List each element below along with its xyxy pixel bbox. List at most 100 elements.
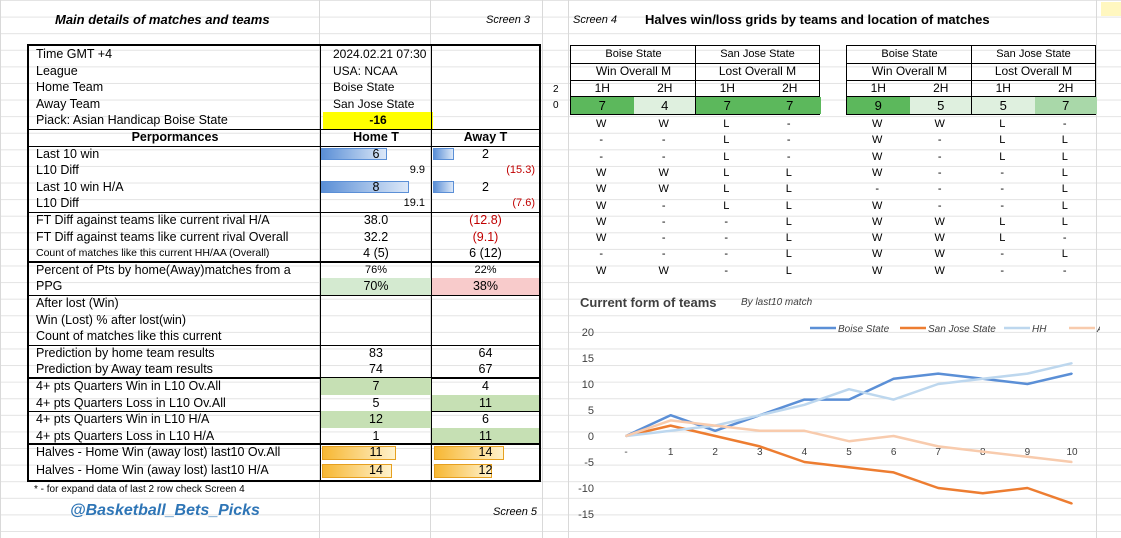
- legend-label: HH: [1032, 324, 1047, 335]
- away-data-bar: [433, 147, 455, 161]
- row-label: Last 10 win: [36, 146, 100, 161]
- x-tick-label: 3: [757, 447, 763, 458]
- away-value: 38%: [432, 278, 539, 295]
- right-title: Halves win/loss grids by teams and locat…: [645, 12, 990, 27]
- grid-half-label: 1H: [870, 81, 886, 95]
- grid-result-cell: W: [934, 215, 945, 228]
- grid-result-cell: W: [596, 183, 607, 196]
- grid-half-label: 1H: [719, 81, 735, 95]
- grid-result-cell: L: [999, 232, 1006, 245]
- grid-header-box: Boise State San Jose State Win Overall M Lo…: [846, 45, 1097, 115]
- home-value: 74: [369, 362, 383, 377]
- table-row: 4+ pts Quarters Loss in L10 Ov.All 5 11: [29, 394, 539, 412]
- home-data-bar: [322, 464, 392, 478]
- data-point: [803, 430, 806, 432]
- data-point: [625, 435, 627, 437]
- row-label: Halves - Home Win (away lost) last10 H/A: [36, 463, 269, 477]
- grid-team-name: Boise State: [605, 48, 662, 60]
- grid-result-cell: L: [785, 183, 792, 196]
- grid-result-cell: W: [934, 264, 945, 277]
- row-divider: [29, 212, 539, 213]
- data-point: [892, 471, 895, 474]
- away-value: (7.6): [512, 197, 535, 210]
- grid-result-cell: W: [658, 264, 669, 277]
- grid-result-cell: L: [1061, 134, 1068, 147]
- grid-result-cell: L: [785, 215, 792, 228]
- grid-result-cell: -: [661, 134, 666, 147]
- grid-result-cell: -: [875, 183, 880, 196]
- grid-result-cell: W: [596, 215, 607, 228]
- perf-header-label: Perpormances: [131, 130, 219, 144]
- grid-result-cell: L: [785, 166, 792, 179]
- grid-result-cell: W: [596, 232, 607, 245]
- footnote: * - for expand data of last 2 row check …: [34, 484, 245, 495]
- grid-result-cell: W: [596, 199, 607, 212]
- table-row: 4+ pts Quarters Win in L10 H/A 12 6: [29, 411, 539, 428]
- grid-total: 7: [1034, 97, 1097, 114]
- row-label: Time GMT +4: [36, 47, 113, 61]
- home-value: 32.2: [363, 229, 389, 244]
- away-value: 22%: [474, 263, 497, 276]
- grid-result-cell: L: [785, 232, 792, 245]
- row-label: 4+ pts Quarters Loss in L10 H/A: [36, 428, 215, 443]
- grid-result-cell: L: [1061, 166, 1068, 179]
- grid-result-cell: W: [596, 264, 607, 277]
- grid-team-name: San Jose State: [720, 48, 795, 60]
- grid-result-cell: W: [934, 232, 945, 245]
- table-row: 4+ pts Quarters Loss in L10 H/A 1 11: [29, 427, 539, 445]
- grid-result-cell: -: [724, 232, 729, 245]
- home-value: 19.1: [403, 197, 425, 210]
- away-value: 12: [478, 463, 493, 477]
- grid-result-cell: L: [999, 118, 1006, 130]
- grid-result-cell: W: [934, 248, 945, 261]
- y-tick-label: -5: [584, 457, 594, 469]
- row-label: Count of matches like this current HH/AA…: [36, 247, 270, 260]
- info-value: Boise State: [333, 80, 395, 95]
- column-divider: [319, 0, 320, 538]
- data-point: [669, 430, 672, 432]
- home-value: 76%: [364, 263, 388, 276]
- home-value: 38.0: [363, 213, 389, 227]
- grid-result-cell: -: [786, 118, 791, 130]
- info-value: -16: [323, 112, 433, 129]
- grid-result-cell: -: [786, 134, 791, 147]
- data-point: [982, 450, 984, 453]
- y-tick-label: 15: [582, 353, 594, 365]
- table-row: Last 10 win H/A 8 2: [29, 179, 539, 196]
- row-label: Last 10 win H/A: [36, 179, 124, 194]
- grid-result-cell: W: [872, 118, 883, 130]
- grid-result-cell: -: [661, 232, 666, 245]
- away-value: 11: [432, 427, 539, 445]
- row-label: After lost (Win): [36, 296, 119, 310]
- home-value: 70%: [321, 278, 431, 295]
- grid-result-cell: -: [724, 264, 729, 277]
- legend-label: Boise State: [838, 324, 890, 335]
- grid-result-cell: L: [785, 248, 792, 261]
- column-line: [320, 46, 321, 480]
- brand-label: @Basketball_Bets_Picks: [70, 502, 260, 519]
- table-row: Prediction by home team results 83 64: [29, 345, 539, 362]
- grid-result-cell: -: [661, 199, 666, 212]
- data-point: [669, 424, 672, 427]
- row-divider: [29, 411, 539, 413]
- grid-result-cell: -: [724, 215, 729, 228]
- home-value: 9.9: [409, 164, 425, 177]
- grid-result-cell: -: [1062, 232, 1067, 245]
- data-point: [937, 445, 939, 448]
- grid-result-cell: -: [599, 248, 604, 261]
- data-point: [803, 404, 806, 406]
- grid-result-cell: -: [937, 183, 942, 196]
- grid-sub-label: Lost Overall M: [994, 64, 1073, 78]
- grid-result-cell: L: [1061, 215, 1068, 228]
- screen4-label: Screen 4: [573, 14, 618, 26]
- data-point: [759, 430, 761, 432]
- table-row: Count of matches like this current HH/AA…: [29, 245, 539, 262]
- grid-result-cell: L: [1061, 150, 1068, 163]
- table-row: Halves - Home Win (away lost) last10 H/A…: [29, 462, 539, 480]
- info-value: 2024.02.21 07:30: [333, 47, 427, 61]
- grid-result-cell: L: [785, 264, 792, 277]
- x-tick-label: 1: [668, 447, 674, 458]
- data-point: [848, 466, 850, 468]
- table-row: After lost (Win): [29, 295, 539, 312]
- data-point: [937, 372, 939, 375]
